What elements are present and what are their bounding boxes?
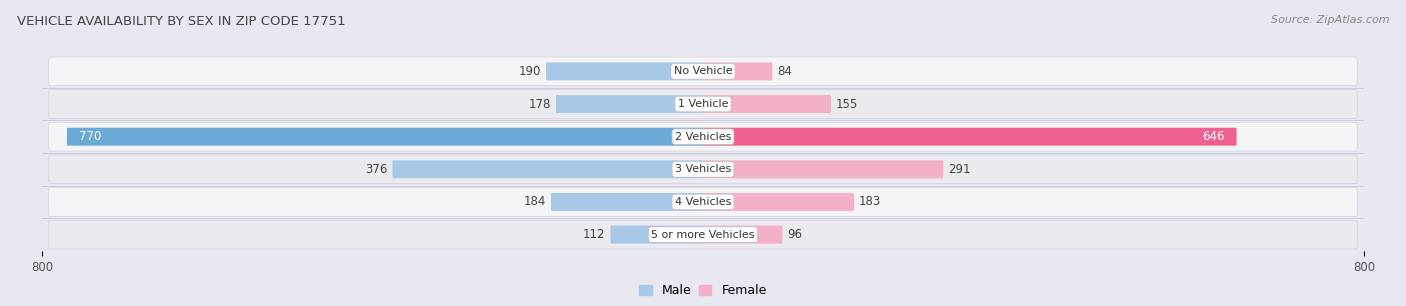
- FancyBboxPatch shape: [49, 188, 1357, 216]
- FancyBboxPatch shape: [546, 62, 703, 80]
- Text: 1 Vehicle: 1 Vehicle: [678, 99, 728, 109]
- Text: Source: ZipAtlas.com: Source: ZipAtlas.com: [1271, 15, 1389, 25]
- Text: 770: 770: [79, 130, 101, 143]
- FancyBboxPatch shape: [703, 193, 855, 211]
- Text: 646: 646: [1202, 130, 1225, 143]
- FancyBboxPatch shape: [49, 122, 1357, 151]
- Text: 4 Vehicles: 4 Vehicles: [675, 197, 731, 207]
- Text: 2 Vehicles: 2 Vehicles: [675, 132, 731, 142]
- FancyBboxPatch shape: [392, 160, 703, 178]
- Text: 96: 96: [787, 228, 803, 241]
- FancyBboxPatch shape: [49, 90, 1357, 118]
- Text: 183: 183: [859, 196, 882, 208]
- Text: 291: 291: [948, 163, 970, 176]
- Text: VEHICLE AVAILABILITY BY SEX IN ZIP CODE 17751: VEHICLE AVAILABILITY BY SEX IN ZIP CODE …: [17, 15, 346, 28]
- Text: No Vehicle: No Vehicle: [673, 66, 733, 76]
- FancyBboxPatch shape: [555, 95, 703, 113]
- FancyBboxPatch shape: [703, 62, 772, 80]
- Text: 112: 112: [583, 228, 606, 241]
- FancyBboxPatch shape: [703, 128, 1237, 146]
- Text: 3 Vehicles: 3 Vehicles: [675, 164, 731, 174]
- Text: 155: 155: [837, 98, 858, 110]
- Legend: Male, Female: Male, Female: [637, 282, 769, 300]
- FancyBboxPatch shape: [703, 226, 782, 244]
- Text: 184: 184: [523, 196, 546, 208]
- FancyBboxPatch shape: [703, 95, 831, 113]
- FancyBboxPatch shape: [67, 128, 703, 146]
- Text: 84: 84: [778, 65, 792, 78]
- FancyBboxPatch shape: [49, 220, 1357, 249]
- FancyBboxPatch shape: [610, 226, 703, 244]
- Text: 178: 178: [529, 98, 551, 110]
- FancyBboxPatch shape: [49, 57, 1357, 86]
- Text: 5 or more Vehicles: 5 or more Vehicles: [651, 230, 755, 240]
- FancyBboxPatch shape: [49, 155, 1357, 184]
- FancyBboxPatch shape: [551, 193, 703, 211]
- Text: 190: 190: [519, 65, 541, 78]
- FancyBboxPatch shape: [703, 160, 943, 178]
- Text: 376: 376: [366, 163, 388, 176]
